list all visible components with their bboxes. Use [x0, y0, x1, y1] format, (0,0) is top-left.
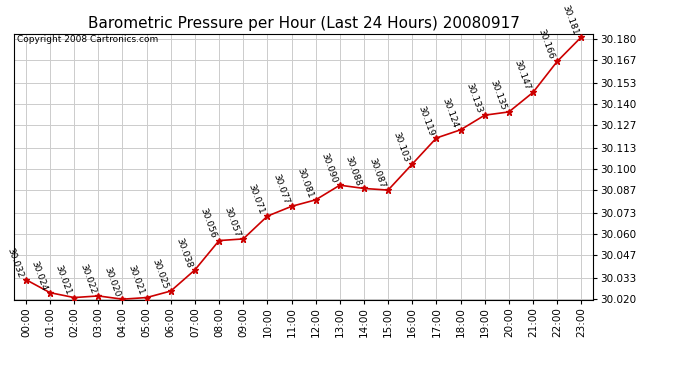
Text: 30.088: 30.088: [344, 155, 363, 188]
Text: 30.056: 30.056: [199, 207, 218, 240]
Text: 30.087: 30.087: [368, 156, 387, 189]
Text: 30.071: 30.071: [247, 183, 266, 215]
Text: 30.032: 30.032: [6, 246, 25, 279]
Text: 30.081: 30.081: [295, 166, 315, 199]
Text: 30.057: 30.057: [223, 206, 242, 238]
Text: 30.077: 30.077: [271, 173, 290, 206]
Text: Copyright 2008 Cartronics.com: Copyright 2008 Cartronics.com: [17, 35, 158, 44]
Text: 30.024: 30.024: [30, 259, 49, 292]
Text: 30.119: 30.119: [416, 104, 435, 137]
Text: 30.038: 30.038: [175, 236, 194, 269]
Text: 30.135: 30.135: [489, 78, 508, 111]
Text: 30.090: 30.090: [319, 152, 339, 184]
Text: 30.103: 30.103: [392, 130, 411, 163]
Text: 30.020: 30.020: [102, 266, 121, 298]
Text: 30.022: 30.022: [78, 262, 97, 295]
Text: 30.025: 30.025: [150, 258, 170, 290]
Title: Barometric Pressure per Hour (Last 24 Hours) 20080917: Barometric Pressure per Hour (Last 24 Ho…: [88, 16, 520, 31]
Text: 30.133: 30.133: [464, 81, 484, 114]
Text: 30.021: 30.021: [126, 264, 146, 297]
Text: 30.021: 30.021: [54, 264, 73, 297]
Text: 30.147: 30.147: [513, 59, 532, 92]
Text: 30.181: 30.181: [561, 3, 580, 36]
Text: 30.124: 30.124: [440, 96, 460, 129]
Text: 30.166: 30.166: [537, 28, 556, 61]
